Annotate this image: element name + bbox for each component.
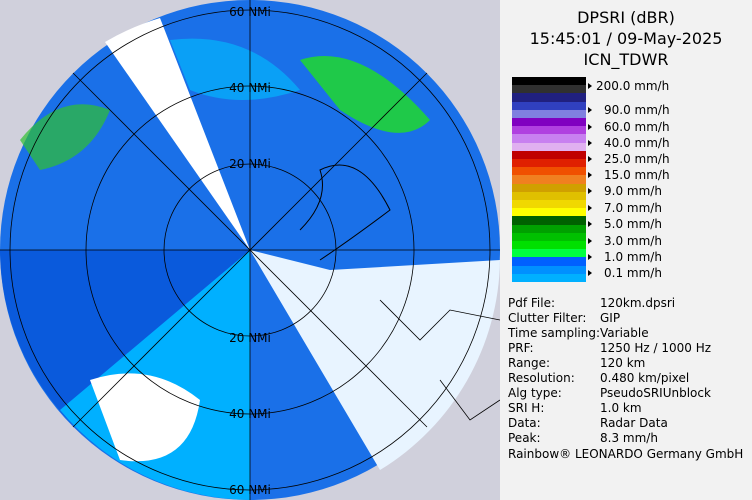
- range-ring-label: 40 NMi: [229, 81, 271, 95]
- range-ring-label: 60 NMi: [229, 5, 271, 19]
- legend-label: 0.1 mm/h: [604, 266, 662, 280]
- legend-label: 9.0 mm/h: [604, 184, 662, 198]
- legend-label: 7.0 mm/h: [604, 201, 662, 215]
- legend-pointer: [588, 270, 592, 276]
- info-value: 120 km: [600, 356, 646, 370]
- range-ring-label: 20 NMi: [229, 157, 271, 171]
- info-key: SRI H:: [508, 401, 545, 415]
- info-row: Alg type: PseudoSRIUnblock: [508, 386, 711, 401]
- footer: Rainbow® LEONARDO Germany GmbH: [508, 447, 744, 461]
- info-value: 8.3 mm/h: [600, 431, 658, 445]
- legend-swatch: [512, 249, 586, 258]
- info-key: Time sampling:: [508, 326, 601, 340]
- radar-map: 20 NMi 40 NMi 60 NMi 20 NMi 40 NMi 60 NMi: [0, 0, 500, 500]
- legend-pointer: [588, 172, 592, 178]
- info-value: PseudoSRIUnblock: [600, 386, 711, 400]
- legend-label: 200.0 mm/h: [596, 79, 670, 93]
- info-value: 120km.dpsri: [600, 296, 676, 310]
- info-value: 1.0 km: [600, 401, 642, 415]
- timestamp: 15:45:01 / 09-May-2025: [529, 29, 723, 48]
- legend-label: 1.0 mm/h: [604, 250, 662, 264]
- legend-pointer: [588, 156, 592, 162]
- legend-swatch: [512, 257, 586, 267]
- info-key: Data:: [508, 416, 541, 430]
- legend-swatch: [512, 101, 586, 111]
- legend-swatch: [512, 159, 586, 168]
- site: ICN_TDWR: [583, 50, 669, 69]
- legend-label: 90.0 mm/h: [604, 103, 670, 117]
- legend-label: 5.0 mm/h: [604, 217, 662, 231]
- legend-label: 15.0 mm/h: [604, 168, 670, 182]
- legend-swatch: [512, 191, 586, 201]
- legend-label: 60.0 mm/h: [604, 120, 670, 134]
- legend-swatch: [512, 265, 586, 275]
- info-key: PRF:: [508, 341, 534, 355]
- legend-swatch: [512, 85, 586, 94]
- info-value: Variable: [600, 326, 649, 340]
- info-key: Pdf File:: [508, 296, 556, 310]
- info-row: Clutter Filter: GIP: [508, 311, 620, 326]
- info-value: 1250 Hz / 1000 Hz: [600, 341, 712, 355]
- legend-swatch: [512, 150, 586, 160]
- info-row: Range: 120 km: [508, 356, 645, 371]
- legend-pointer: [588, 238, 592, 244]
- info-row: PRF: 1250 Hz / 1000 Hz: [508, 341, 711, 356]
- legend-pointer: [588, 83, 592, 89]
- info-key: Clutter Filter:: [508, 311, 587, 325]
- info-key: Peak:: [508, 431, 541, 445]
- legend-pointer: [588, 254, 592, 260]
- range-ring-label: 40 NMi: [229, 407, 271, 421]
- info-row: SRI H: 1.0 km: [508, 401, 642, 416]
- info-value: 0.480 km/pixel: [600, 371, 690, 385]
- legend-swatch: [512, 208, 586, 217]
- legend-swatch: [512, 77, 586, 86]
- info-row: Data: Radar Data: [508, 416, 668, 431]
- legend-swatch: [512, 109, 586, 119]
- title: DPSRI (dBR): [577, 8, 675, 27]
- legend-pointer: [588, 124, 592, 130]
- legend-pointer: [588, 188, 592, 194]
- legend-pointer: [588, 205, 592, 211]
- legend-swatch: [512, 216, 586, 226]
- legend-swatch: [512, 93, 586, 103]
- info-key: Resolution:: [508, 371, 575, 385]
- info-key: Alg type:: [508, 386, 562, 400]
- range-ring-label: 60 NMi: [229, 483, 271, 497]
- info-row: Time sampling: Variable: [508, 326, 649, 341]
- legend-pointer: [588, 140, 592, 146]
- info-key: Range:: [508, 356, 551, 370]
- legend-swatch: [512, 200, 586, 209]
- legend-swatch: [512, 273, 586, 283]
- info-row: Pdf File: 120km.dpsri: [508, 296, 675, 311]
- legend-swatch: [512, 224, 586, 234]
- info-value: Radar Data: [600, 416, 668, 430]
- legend-swatch: [512, 183, 586, 193]
- legend-pointer: [588, 107, 592, 113]
- legend-swatch: [512, 241, 586, 250]
- info-value: GIP: [600, 311, 621, 325]
- legend-swatch: [512, 232, 586, 242]
- legend-label: 3.0 mm/h: [604, 234, 662, 248]
- legend-label: 40.0 mm/h: [604, 136, 670, 150]
- legend-swatch: [512, 134, 586, 144]
- info-row: Resolution: 0.480 km/pixel: [508, 371, 689, 386]
- legend-swatch: [512, 126, 586, 135]
- legend-swatch: [512, 118, 586, 127]
- legend-label: 25.0 mm/h: [604, 152, 670, 166]
- legend-swatch: [512, 175, 586, 185]
- legend-swatch: [512, 142, 586, 152]
- legend-swatch: [512, 167, 586, 176]
- info-row: Peak: 8.3 mm/h: [508, 431, 658, 446]
- range-ring-label: 20 NMi: [229, 331, 271, 345]
- legend-pointer: [588, 221, 592, 227]
